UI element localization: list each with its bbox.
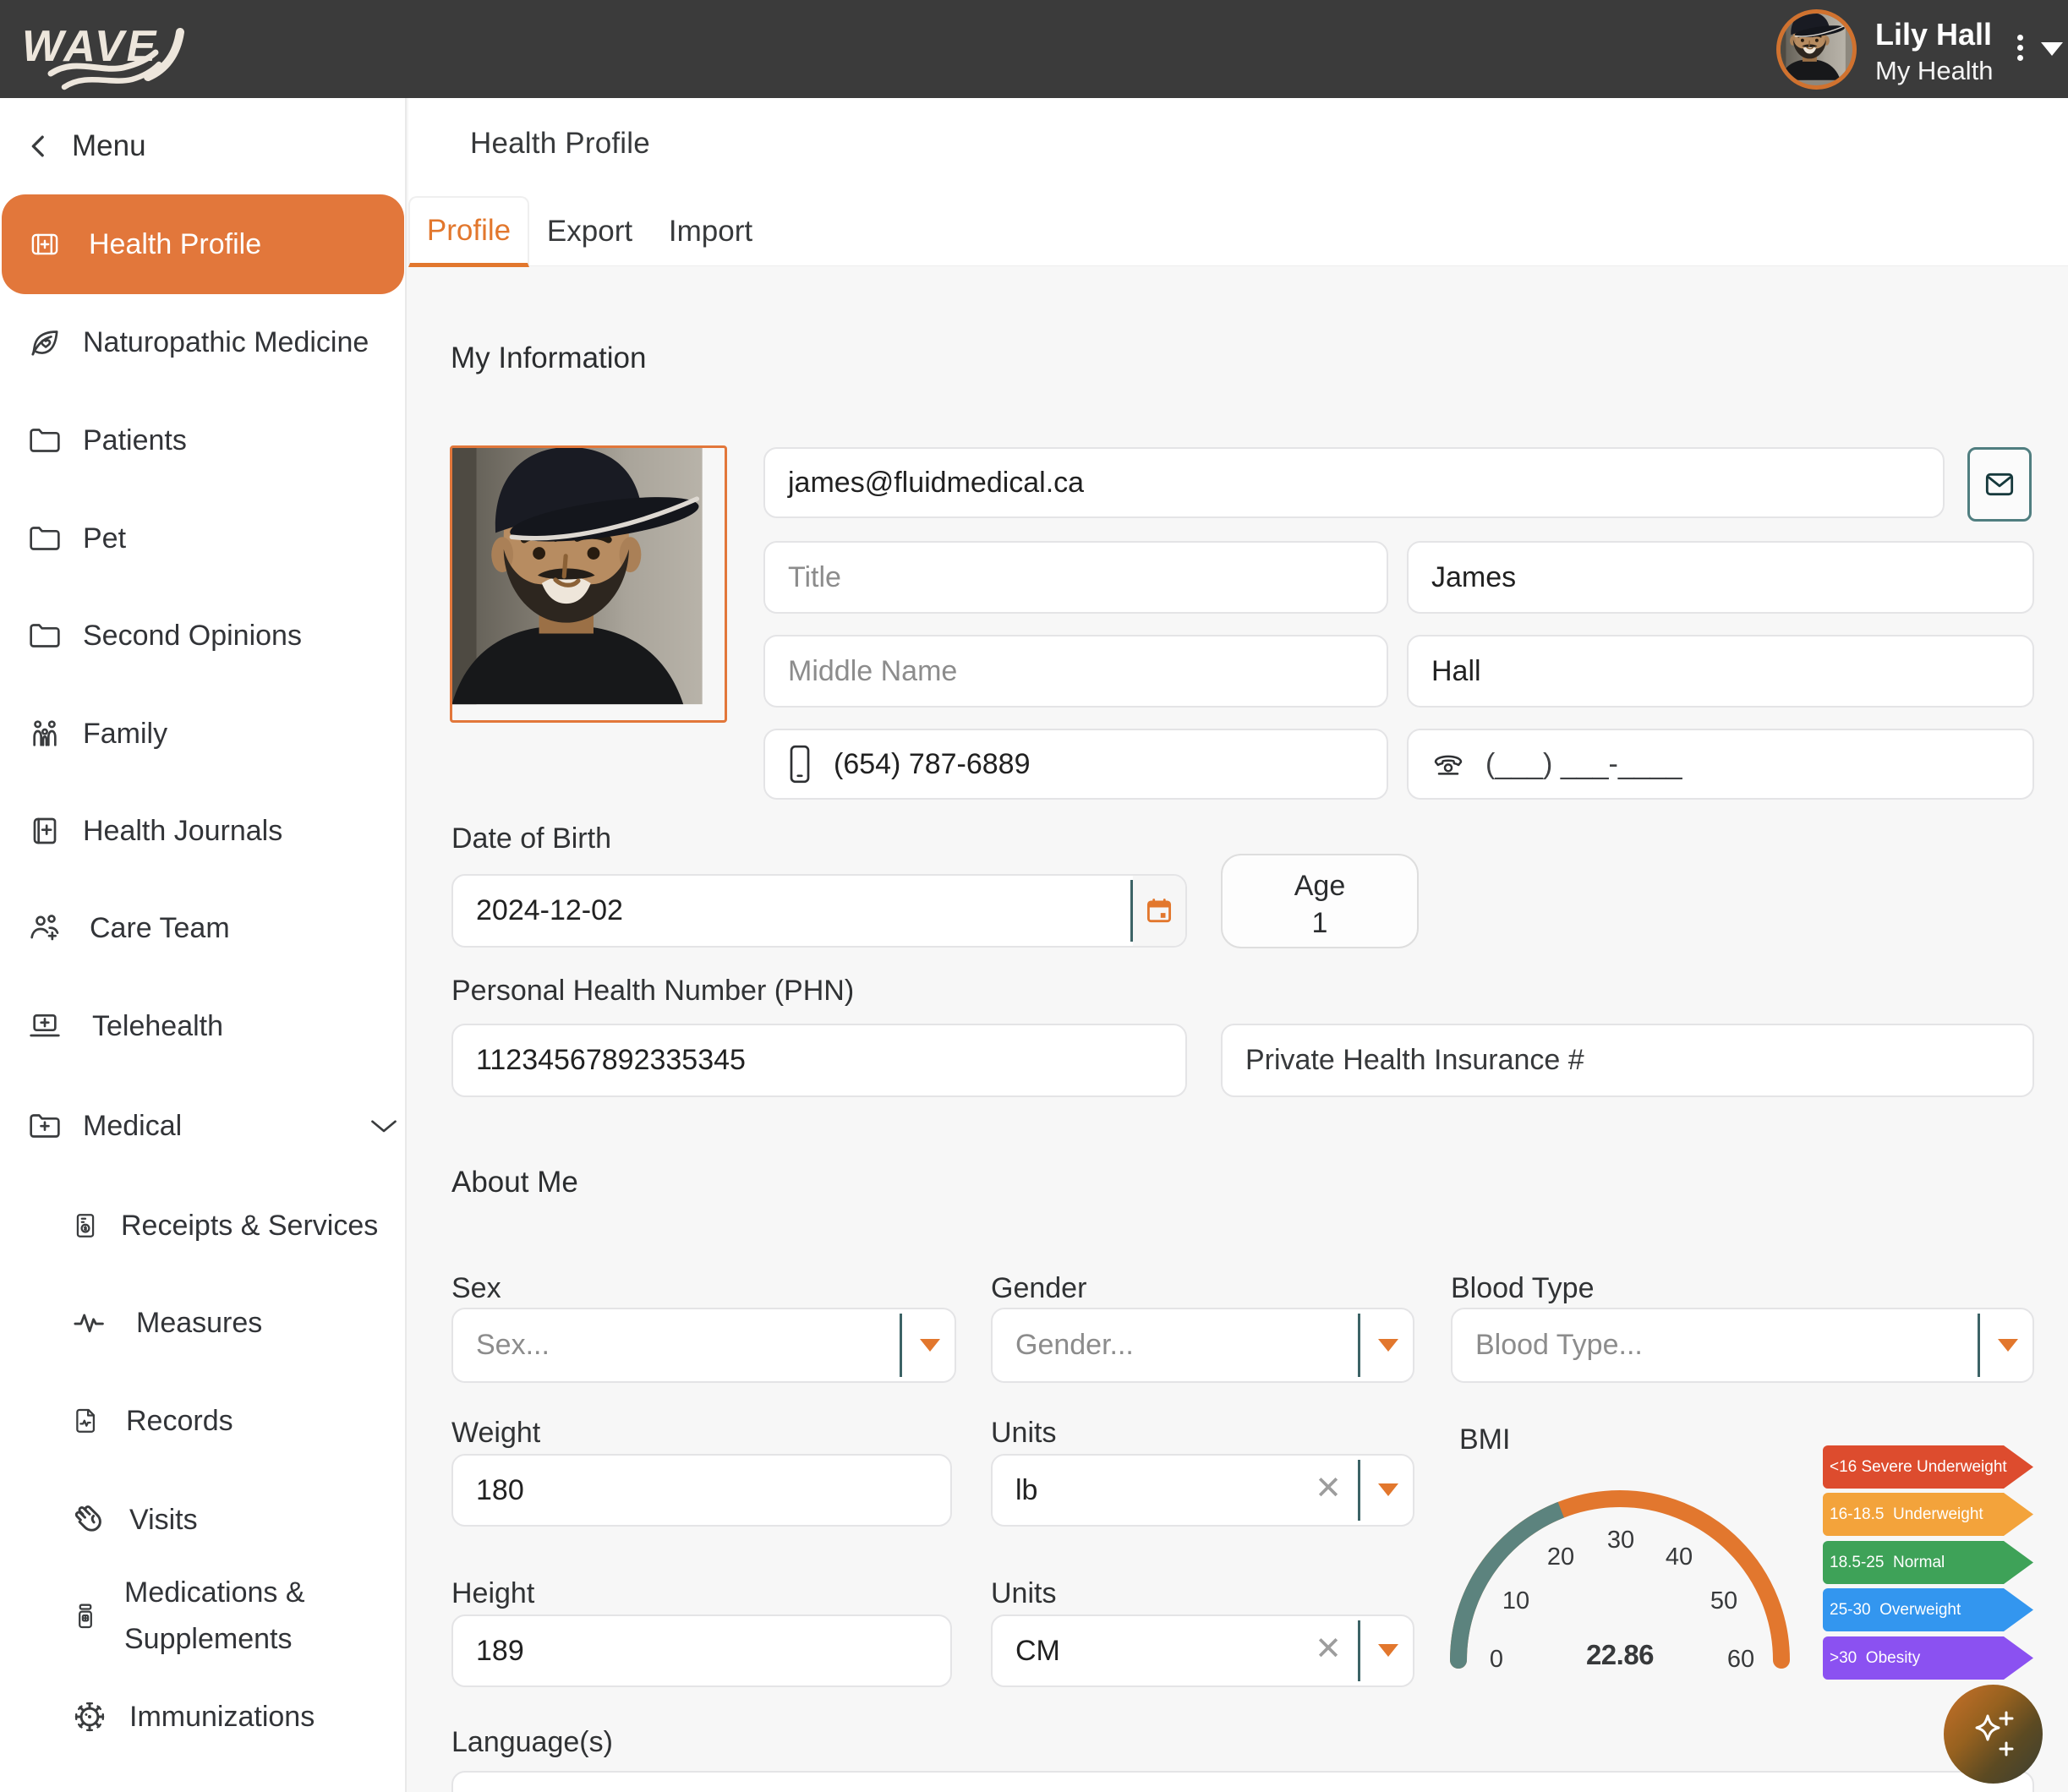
svg-text:60: 60 xyxy=(1727,1646,1754,1673)
svg-text:40: 40 xyxy=(1666,1543,1693,1571)
svg-text:0: 0 xyxy=(1490,1646,1503,1673)
svg-text:22.86: 22.86 xyxy=(1586,1639,1654,1670)
svg-text:50: 50 xyxy=(1710,1587,1737,1614)
svg-text:30: 30 xyxy=(1607,1527,1634,1554)
svg-text:20: 20 xyxy=(1547,1543,1574,1571)
svg-text:10: 10 xyxy=(1502,1587,1529,1614)
